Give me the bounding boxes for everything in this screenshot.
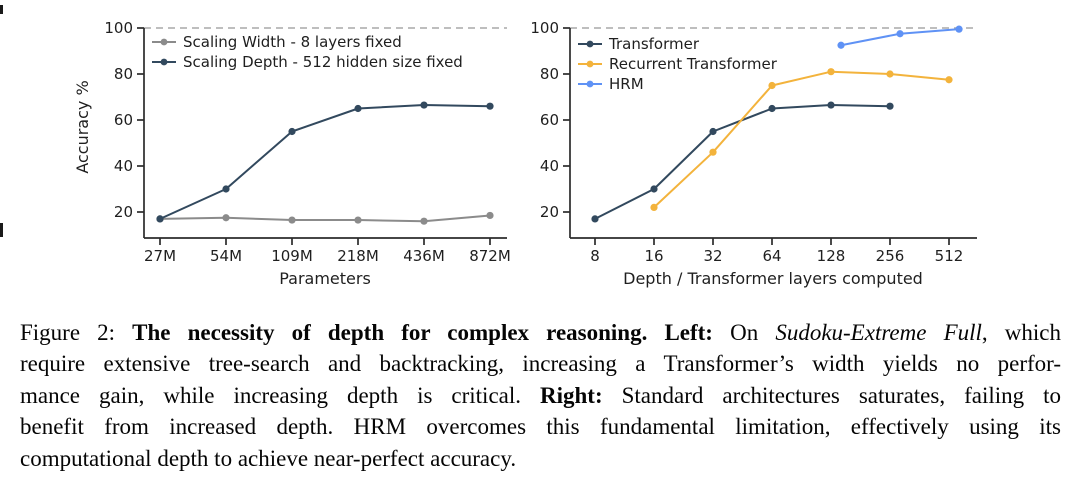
y-tick-label: 20	[114, 203, 133, 221]
legend-label: Recurrent Transformer	[609, 55, 778, 73]
x-tick-label: 109M	[271, 247, 313, 265]
caption-text: Standard architectures saturates, failin…	[602, 382, 1061, 408]
data-point	[156, 215, 164, 223]
y-tick-label: 60	[114, 111, 133, 129]
series-line-scaling-width-8-layers-fixed	[159, 214, 491, 223]
caption-line: Figure 2: The necessity of depth for com…	[20, 317, 1061, 348]
data-point	[354, 216, 362, 224]
edge-mark	[0, 223, 3, 237]
edge-mark	[0, 5, 3, 14]
y-tick-label: 80	[114, 65, 133, 83]
data-point	[650, 203, 658, 211]
caption-line: benefit from increased depth. HRM overco…	[20, 411, 1061, 442]
data-point	[827, 101, 835, 109]
data-point	[222, 214, 230, 222]
data-point	[288, 127, 296, 136]
right-chart: 20 40 60 80 100 8 16 32 64 128 256 512 Depth / Trans…	[530, 19, 977, 288]
caption-text: Figure 2:	[20, 320, 133, 345]
y-tick-label: 40	[114, 157, 133, 175]
legend-marker-dot	[160, 58, 168, 66]
left-chart: 20 40 60 80 100 27M 54M 109M 218M 436M 872M Paramet…	[73, 19, 511, 288]
legend: Transformer Recurrent Transformer HRM	[578, 35, 778, 93]
data-point	[886, 102, 894, 110]
caption-text: require extensive tree-search and backtr…	[20, 351, 1061, 377]
data-point	[896, 30, 904, 38]
data-point	[486, 211, 494, 220]
caption-line: mance gain, while increasing depth is cr…	[20, 380, 1061, 411]
data-point	[709, 127, 717, 136]
data-point	[955, 25, 963, 33]
caption-bold-text: The necessity of depth for complex reaso…	[132, 320, 713, 345]
data-point	[354, 104, 362, 113]
x-axis-label: Depth / Transformer layers computed	[623, 269, 923, 288]
y-tick-label: 60	[540, 111, 559, 129]
legend-label: Scaling Width - 8 layers fixed	[183, 33, 402, 51]
caption-text: On	[712, 320, 776, 345]
x-tick-label: 64	[762, 247, 781, 265]
x-tick-label: 436M	[403, 247, 445, 265]
legend-label: Transformer	[608, 35, 700, 53]
caption-text: , which	[981, 320, 1061, 345]
data-point	[827, 68, 835, 76]
legend-marker-dot	[586, 80, 594, 88]
figure-charts: 20 40 60 80 100 27M 54M 109M 218M 436M 872M Paramet…	[73, 19, 977, 288]
series-line-scaling-depth-512-hidden-size-fixed	[159, 104, 491, 220]
series-line-transformer	[594, 104, 891, 220]
legend-marker-dot	[160, 38, 168, 46]
caption-italic-text: Sudoku-Extreme Full	[775, 320, 982, 345]
data-point	[420, 217, 428, 225]
x-axis-label: Parameters	[279, 269, 371, 288]
legend-label: Scaling Depth - 512 hidden size fixed	[183, 53, 463, 71]
caption-text: mance gain, while increasing depth is cr…	[20, 382, 540, 408]
data-point	[288, 216, 296, 224]
x-tick-label: 256	[876, 247, 905, 265]
legend-label: HRM	[609, 75, 644, 93]
y-tick-label: 20	[540, 203, 559, 221]
y-axis-label: Accuracy %	[73, 80, 92, 173]
legend-marker-dot	[586, 40, 594, 48]
data-point	[591, 215, 599, 223]
caption-text: benefit from increased depth. HRM overco…	[20, 414, 1061, 440]
data-point	[420, 101, 428, 109]
legend: Scaling Width - 8 layers fixed Scaling De…	[152, 33, 463, 71]
caption-line: require extensive tree-search and backtr…	[20, 348, 1061, 379]
data-point	[837, 41, 845, 49]
x-tick-label: 218M	[337, 247, 379, 265]
data-point	[222, 185, 230, 193]
x-tick-label: 512	[935, 247, 964, 265]
caption-line: computational depth to achieve near-perf…	[20, 443, 1061, 474]
legend-marker-dot	[586, 60, 594, 68]
data-point	[709, 148, 717, 156]
x-tick-label: 872M	[469, 247, 511, 265]
x-tick-label: 16	[644, 247, 663, 265]
x-tick-label: 128	[817, 247, 846, 265]
y-tick-label: 100	[104, 19, 133, 37]
data-point	[886, 70, 894, 78]
y-tick-label: 80	[540, 65, 559, 83]
caption-text: computational depth to achieve near-perf…	[20, 445, 517, 471]
data-point	[650, 185, 658, 193]
x-tick-label: 32	[703, 247, 722, 265]
series-line-recurrent-transformer	[653, 70, 950, 209]
data-point	[945, 76, 953, 84]
x-tick-label: 27M	[144, 247, 176, 265]
data-point	[768, 81, 776, 90]
data-point	[768, 104, 776, 113]
figure-caption: Figure 2: The necessity of depth for com…	[20, 317, 1061, 474]
data-point	[486, 102, 494, 110]
caption-bold-text: Right:	[540, 382, 603, 408]
x-tick-label: 54M	[210, 247, 242, 265]
y-tick-label: 40	[540, 157, 559, 175]
y-tick-label: 100	[530, 19, 559, 37]
x-tick-label: 8	[590, 247, 600, 265]
